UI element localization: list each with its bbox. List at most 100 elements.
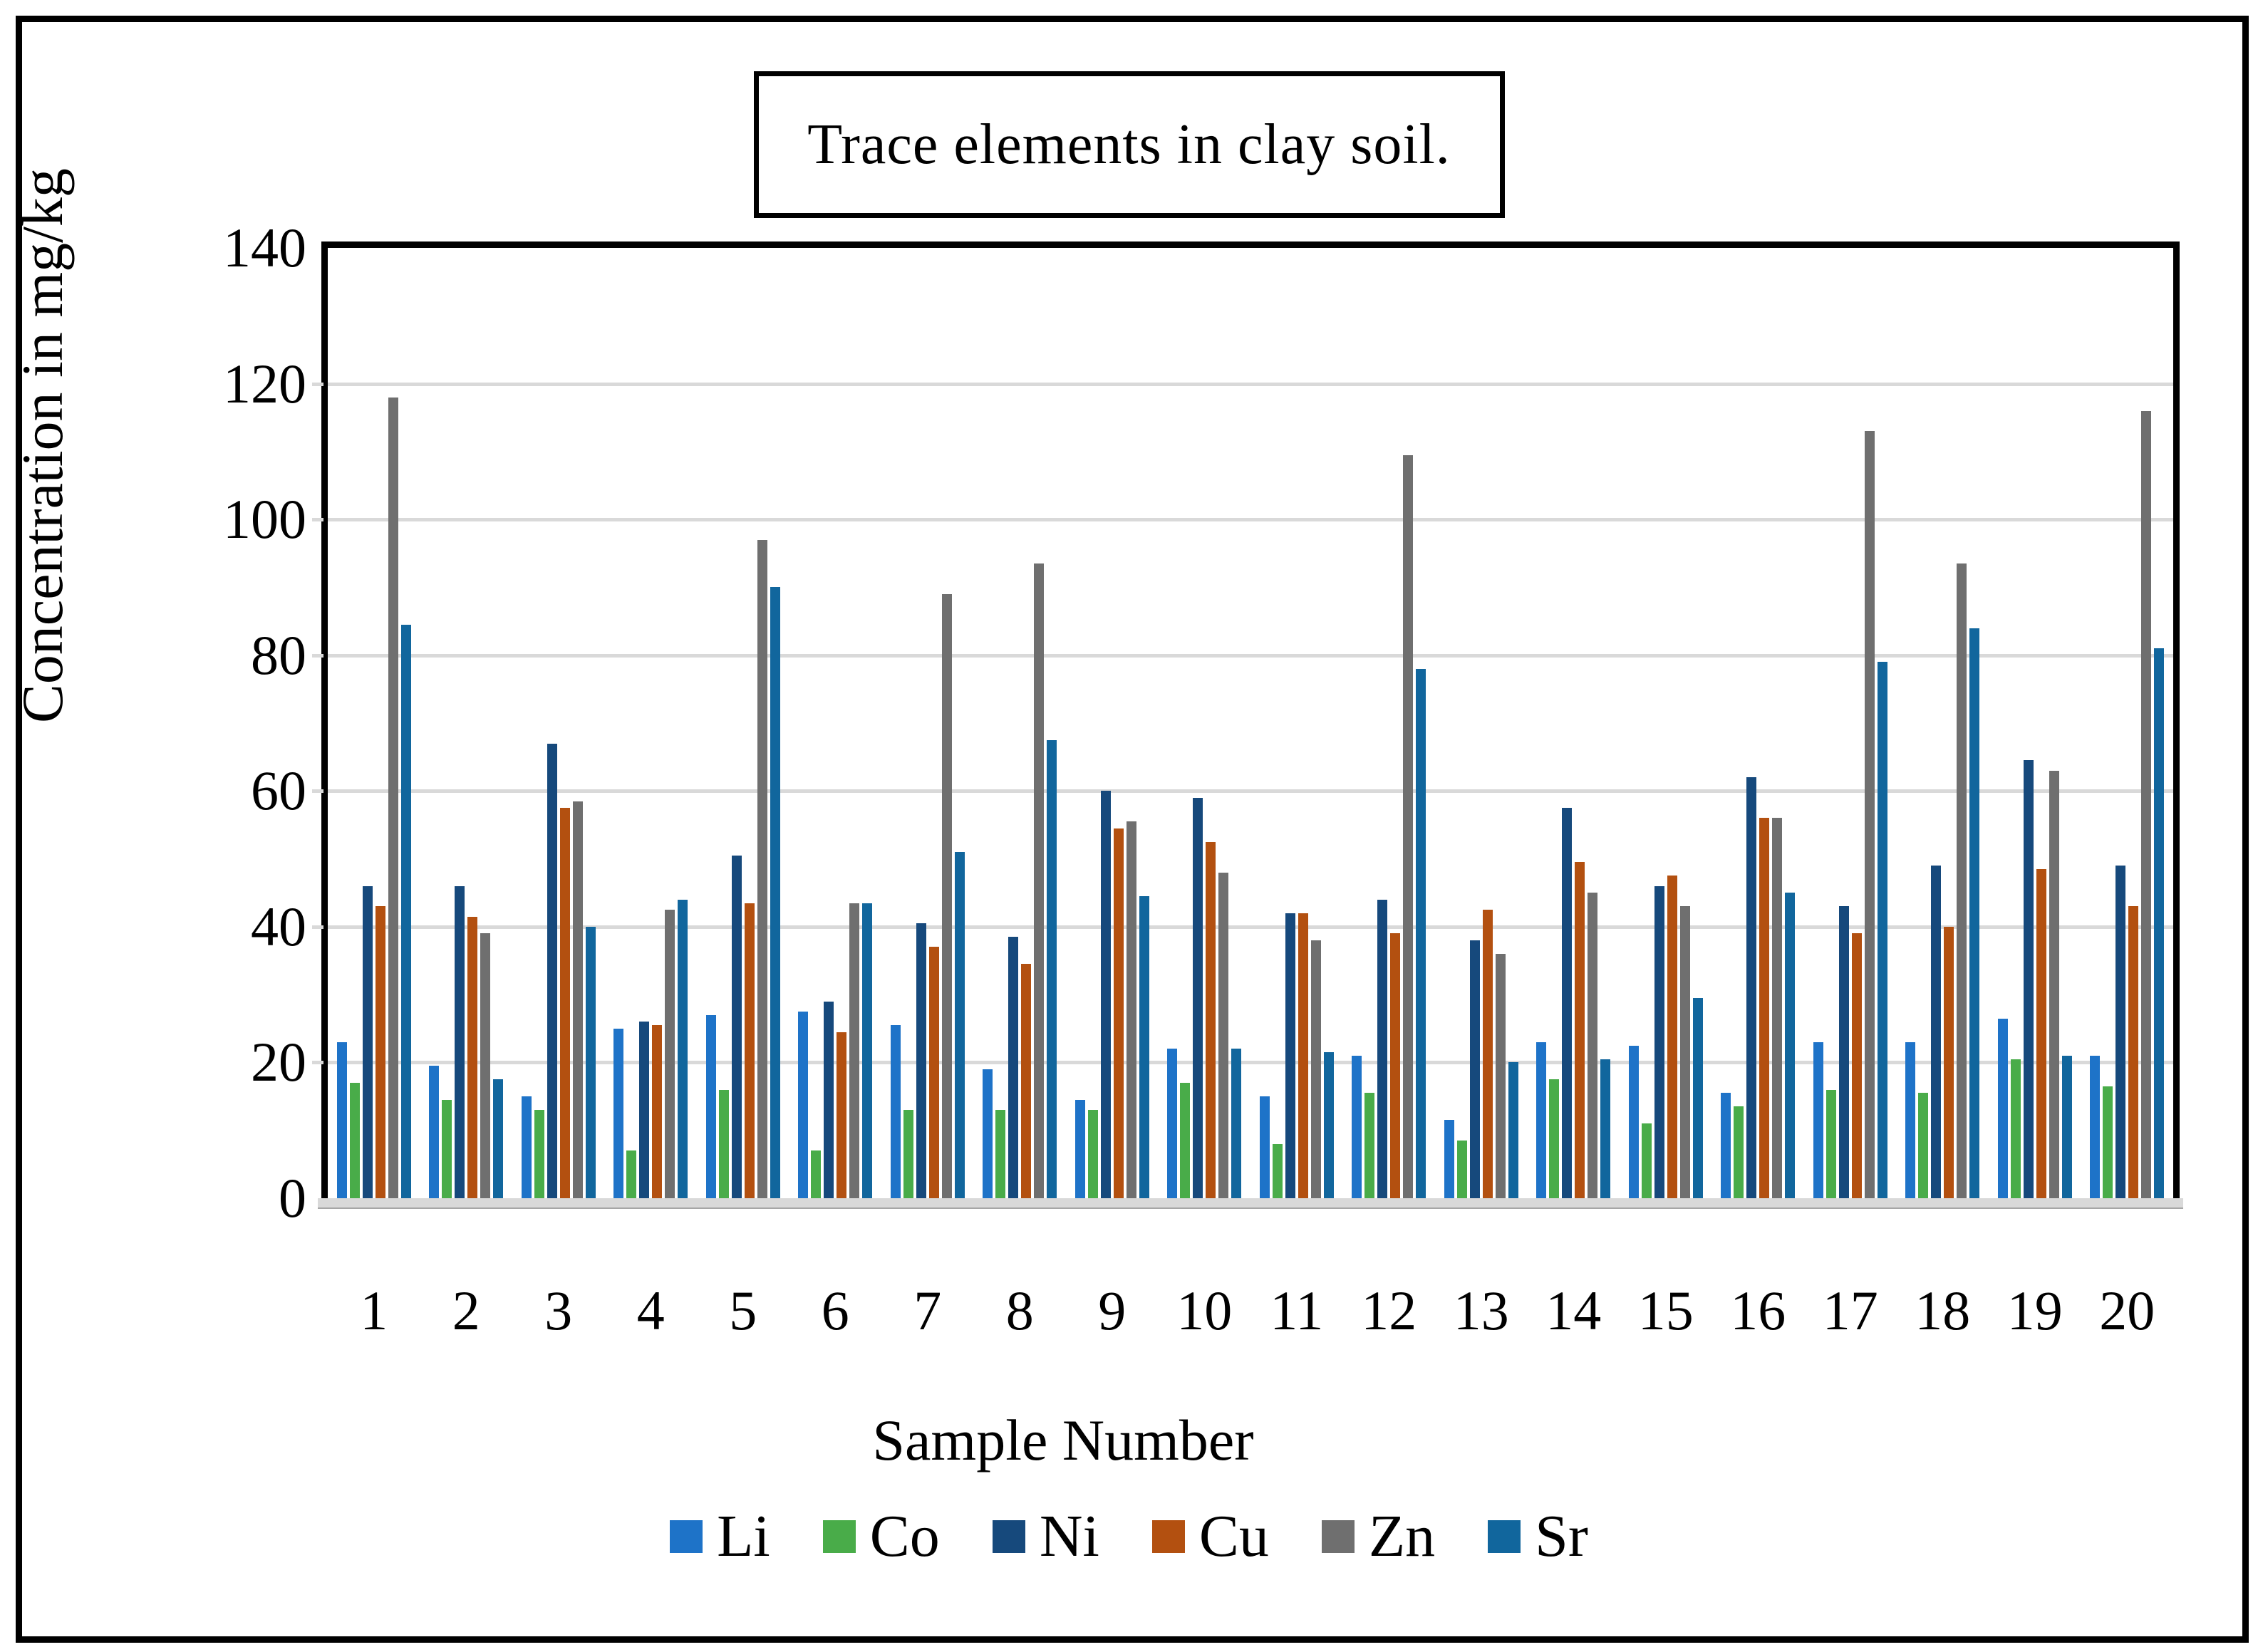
legend-label: Co [869, 1503, 940, 1569]
x-axis-line [318, 1198, 2183, 1209]
bar-li-sample-10 [1167, 1049, 1178, 1198]
plot-area [328, 248, 2173, 1198]
bar-zn-sample-2 [480, 933, 491, 1198]
bar-sr-sample-19 [2061, 1055, 2072, 1198]
bar-ni-sample-16 [1746, 777, 1757, 1198]
bar-sr-sample-14 [1600, 1059, 1611, 1198]
legend-label: Sr [1535, 1503, 1588, 1569]
bar-li-sample-7 [890, 1025, 901, 1198]
bar-sr-sample-10 [1231, 1049, 1242, 1198]
bar-co-sample-12 [1364, 1093, 1375, 1198]
bar-sr-sample-18 [1969, 628, 1980, 1198]
bar-ni-sample-1 [362, 885, 373, 1198]
legend-item-sr: Sr [1488, 1502, 1588, 1571]
bar-sr-sample-4 [678, 899, 688, 1198]
bar-group-sample-11 [1250, 248, 1343, 1198]
bars-layer [328, 248, 2173, 1198]
x-tick-label: 18 [1915, 1279, 1971, 1341]
bar-ni-sample-4 [639, 1022, 650, 1198]
gridline [328, 1061, 2173, 1065]
bar-li-sample-12 [1352, 1055, 1362, 1198]
bar-ni-sample-18 [1931, 866, 1942, 1198]
bar-sr-sample-20 [2154, 648, 2165, 1198]
bar-li-sample-17 [1813, 1041, 1823, 1198]
bar-group-sample-8 [974, 248, 1067, 1198]
bar-co-sample-10 [1180, 1083, 1191, 1198]
bar-co-sample-17 [1825, 1089, 1836, 1198]
bar-co-sample-11 [1272, 1143, 1283, 1198]
bar-zn-sample-11 [1310, 940, 1321, 1198]
bar-group-sample-15 [1620, 248, 1712, 1198]
bar-ni-sample-8 [1008, 937, 1019, 1198]
bar-group-sample-16 [1712, 248, 1805, 1198]
y-tick-label: 0 [279, 1167, 306, 1229]
bar-li-sample-6 [798, 1011, 809, 1198]
bar-li-sample-4 [613, 1028, 624, 1198]
bar-li-sample-15 [1628, 1045, 1639, 1198]
bar-group-sample-13 [1435, 248, 1528, 1198]
legend-item-li: Li [670, 1502, 770, 1571]
bar-li-sample-11 [1259, 1096, 1270, 1198]
gridline [328, 382, 2173, 386]
bar-li-sample-3 [521, 1096, 532, 1198]
x-tick-label: 9 [1098, 1279, 1127, 1341]
bar-cu-sample-17 [1851, 933, 1862, 1198]
bar-cu-sample-6 [837, 1032, 847, 1198]
x-tick-label: 1 [360, 1279, 388, 1341]
bar-ni-sample-11 [1285, 913, 1295, 1198]
bar-sr-sample-7 [954, 852, 965, 1198]
bar-sr-sample-6 [862, 903, 873, 1198]
bar-co-sample-13 [1456, 1141, 1467, 1198]
bar-ni-sample-10 [1193, 797, 1203, 1198]
y-axis-title: Concentration in mg/kg [10, 168, 75, 723]
legend-item-zn: Zn [1321, 1502, 1435, 1571]
bar-co-sample-4 [626, 1150, 637, 1198]
bar-group-sample-19 [1989, 248, 2081, 1198]
y-axis-tickmark [312, 1061, 323, 1065]
bar-zn-sample-17 [1864, 431, 1875, 1198]
y-tick-label: 80 [251, 623, 306, 686]
bar-co-sample-14 [1549, 1079, 1560, 1198]
y-tick-label: 120 [223, 352, 306, 415]
bar-zn-sample-8 [1034, 563, 1045, 1198]
bar-group-sample-12 [1343, 248, 1436, 1198]
bar-zn-sample-15 [1679, 906, 1690, 1198]
y-tick-label: 100 [223, 488, 306, 551]
bar-zn-sample-12 [1403, 454, 1414, 1198]
bar-li-sample-14 [1536, 1041, 1547, 1198]
x-tick-label: 14 [1545, 1279, 1602, 1341]
bar-group-sample-17 [1804, 248, 1897, 1198]
x-axis-title: Sample Number [872, 1408, 1254, 1472]
bar-cu-sample-13 [1482, 910, 1493, 1198]
bar-sr-sample-5 [770, 587, 780, 1198]
bar-group-sample-4 [605, 248, 698, 1198]
y-tick-label: 140 [223, 217, 306, 279]
legend: Li Co Ni Cu Zn Sr [0, 1502, 2258, 1571]
bar-co-sample-3 [534, 1110, 544, 1198]
legend-swatch-sr-icon [1488, 1519, 1521, 1553]
bar-zn-sample-13 [1495, 953, 1506, 1198]
bar-group-sample-2 [420, 248, 513, 1198]
bar-sr-sample-11 [1323, 1052, 1334, 1198]
y-tick-label: 60 [251, 759, 306, 822]
x-tick-label: 4 [636, 1279, 665, 1341]
bar-sr-sample-12 [1416, 668, 1426, 1198]
y-axis-tickmark [312, 789, 323, 794]
bar-ni-sample-9 [1100, 791, 1111, 1198]
legend-label: Cu [1198, 1503, 1269, 1569]
bar-sr-sample-2 [493, 1079, 504, 1198]
legend-label: Ni [1039, 1503, 1099, 1569]
chart-title-box: Trace elements in clay soil. [753, 71, 1505, 218]
bar-cu-sample-14 [1575, 862, 1585, 1198]
legend-swatch-li-icon [670, 1519, 703, 1553]
legend-item-co: Co [822, 1502, 940, 1571]
y-tick-label: 20 [251, 1031, 306, 1093]
x-tick-label: 20 [2099, 1279, 2155, 1341]
x-tick-label: 19 [2006, 1279, 2063, 1341]
bar-cu-sample-18 [1944, 926, 1954, 1198]
bar-ni-sample-13 [1469, 940, 1480, 1198]
x-tick-label: 3 [544, 1279, 573, 1341]
bar-zn-sample-4 [665, 910, 675, 1198]
bar-co-sample-9 [1087, 1110, 1098, 1198]
legend-swatch-ni-icon [992, 1519, 1025, 1553]
